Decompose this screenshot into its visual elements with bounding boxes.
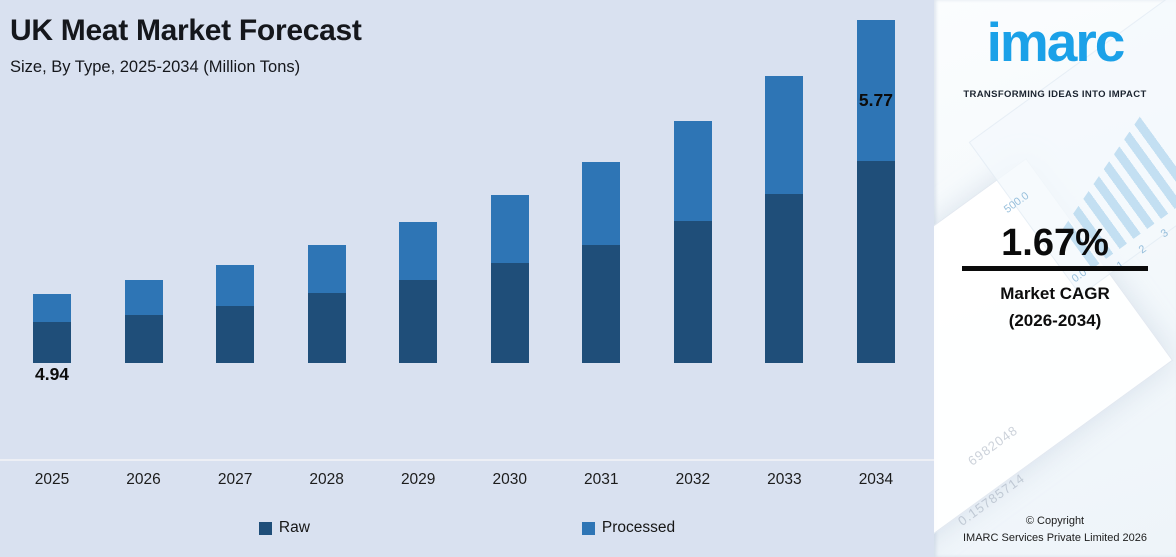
bar-2027-processed [216,265,255,306]
imarc-logo: imarc [986,11,1126,73]
cagr-value: 1.67% [1001,222,1109,264]
bar-2032-processed [673,121,712,221]
x-axis-label-2025: 2025 [34,471,70,488]
bar-2034-processed [856,20,895,161]
legend-label-processed: Processed [601,519,676,536]
x-axis-line [0,459,934,461]
bar-2029 [399,222,438,363]
brand-panel: 500.0 0.0 1 2 3 4 6982048 0.15785714 ima… [934,0,1176,557]
cagr-years: (2026-2034) [1008,311,1102,330]
x-axis-label-2034: 2034 [858,471,894,488]
plot-area [33,20,895,363]
bar-2029-processed [399,222,438,280]
bar-2028-processed [307,245,346,293]
copyright-line2: IMARC Services Private Limited 2026 [962,531,1147,544]
copyright-notice: © Copyright IMARC Services Private Limit… [934,513,1176,546]
bar-2034 [856,20,895,363]
x-axis-label-2029: 2029 [400,471,436,488]
bar-2030 [490,195,529,363]
imarc-tagline: TRANSFORMING IDEAS INTO IMPACT [963,89,1147,100]
bar-2034-raw [856,161,895,363]
x-axis-label-2027: 2027 [217,471,253,488]
x-axis-label-2032: 2032 [675,471,711,488]
legend-item-raw: Raw [258,519,310,537]
page-title: UK Meat Market Forecast [10,14,362,47]
x-axis-label-2033: 2033 [767,471,802,488]
bar-2028 [307,245,346,363]
bar-2027-raw [216,306,255,363]
x-axis-label-2026: 2026 [126,471,161,488]
bar-2030-processed [490,195,529,263]
bar-2031-processed [582,162,621,245]
legend-item-processed: Processed [581,519,676,537]
bar-2029-raw [399,280,438,363]
bar-2033 [765,76,804,363]
bar-2033-processed [765,76,804,194]
bar-2028-raw [307,293,346,363]
bar-2026-processed [124,280,163,315]
value-label-2034: 5.77 [858,90,893,110]
chart-subtitle: Size, By Type, 2025-2034 (Million Tons) [10,58,301,76]
bar-2025-processed [33,294,71,322]
x-axis-label-2028: 2028 [309,471,344,488]
cagr-label: Market CAGR [1000,284,1110,303]
bar-2026-raw [124,315,163,363]
cagr-underline [962,266,1148,271]
x-axis-label-2030: 2030 [492,471,527,488]
x-axis-label-2031: 2031 [584,471,619,488]
legend-label-raw: Raw [278,519,310,536]
bar-2025 [33,294,71,363]
bar-2026 [124,280,163,363]
bar-2031 [582,162,621,363]
bar-2033-raw [765,194,804,363]
bar-2025-raw [33,322,71,363]
value-label-2025: 4.94 [34,364,70,384]
raw-swatch [258,521,272,535]
bar-2032-raw [673,221,712,363]
bar-2031-raw [582,245,621,363]
bar-2027 [216,265,255,363]
processed-swatch [581,521,595,535]
chart-region: UK Meat Market Forecast Size, By Type, 2… [0,14,934,537]
bar-2030-raw [490,263,529,363]
bar-2032 [673,121,712,363]
copyright-line1: © Copyright [1025,515,1085,527]
chart-legend: Raw Processed [0,519,934,537]
